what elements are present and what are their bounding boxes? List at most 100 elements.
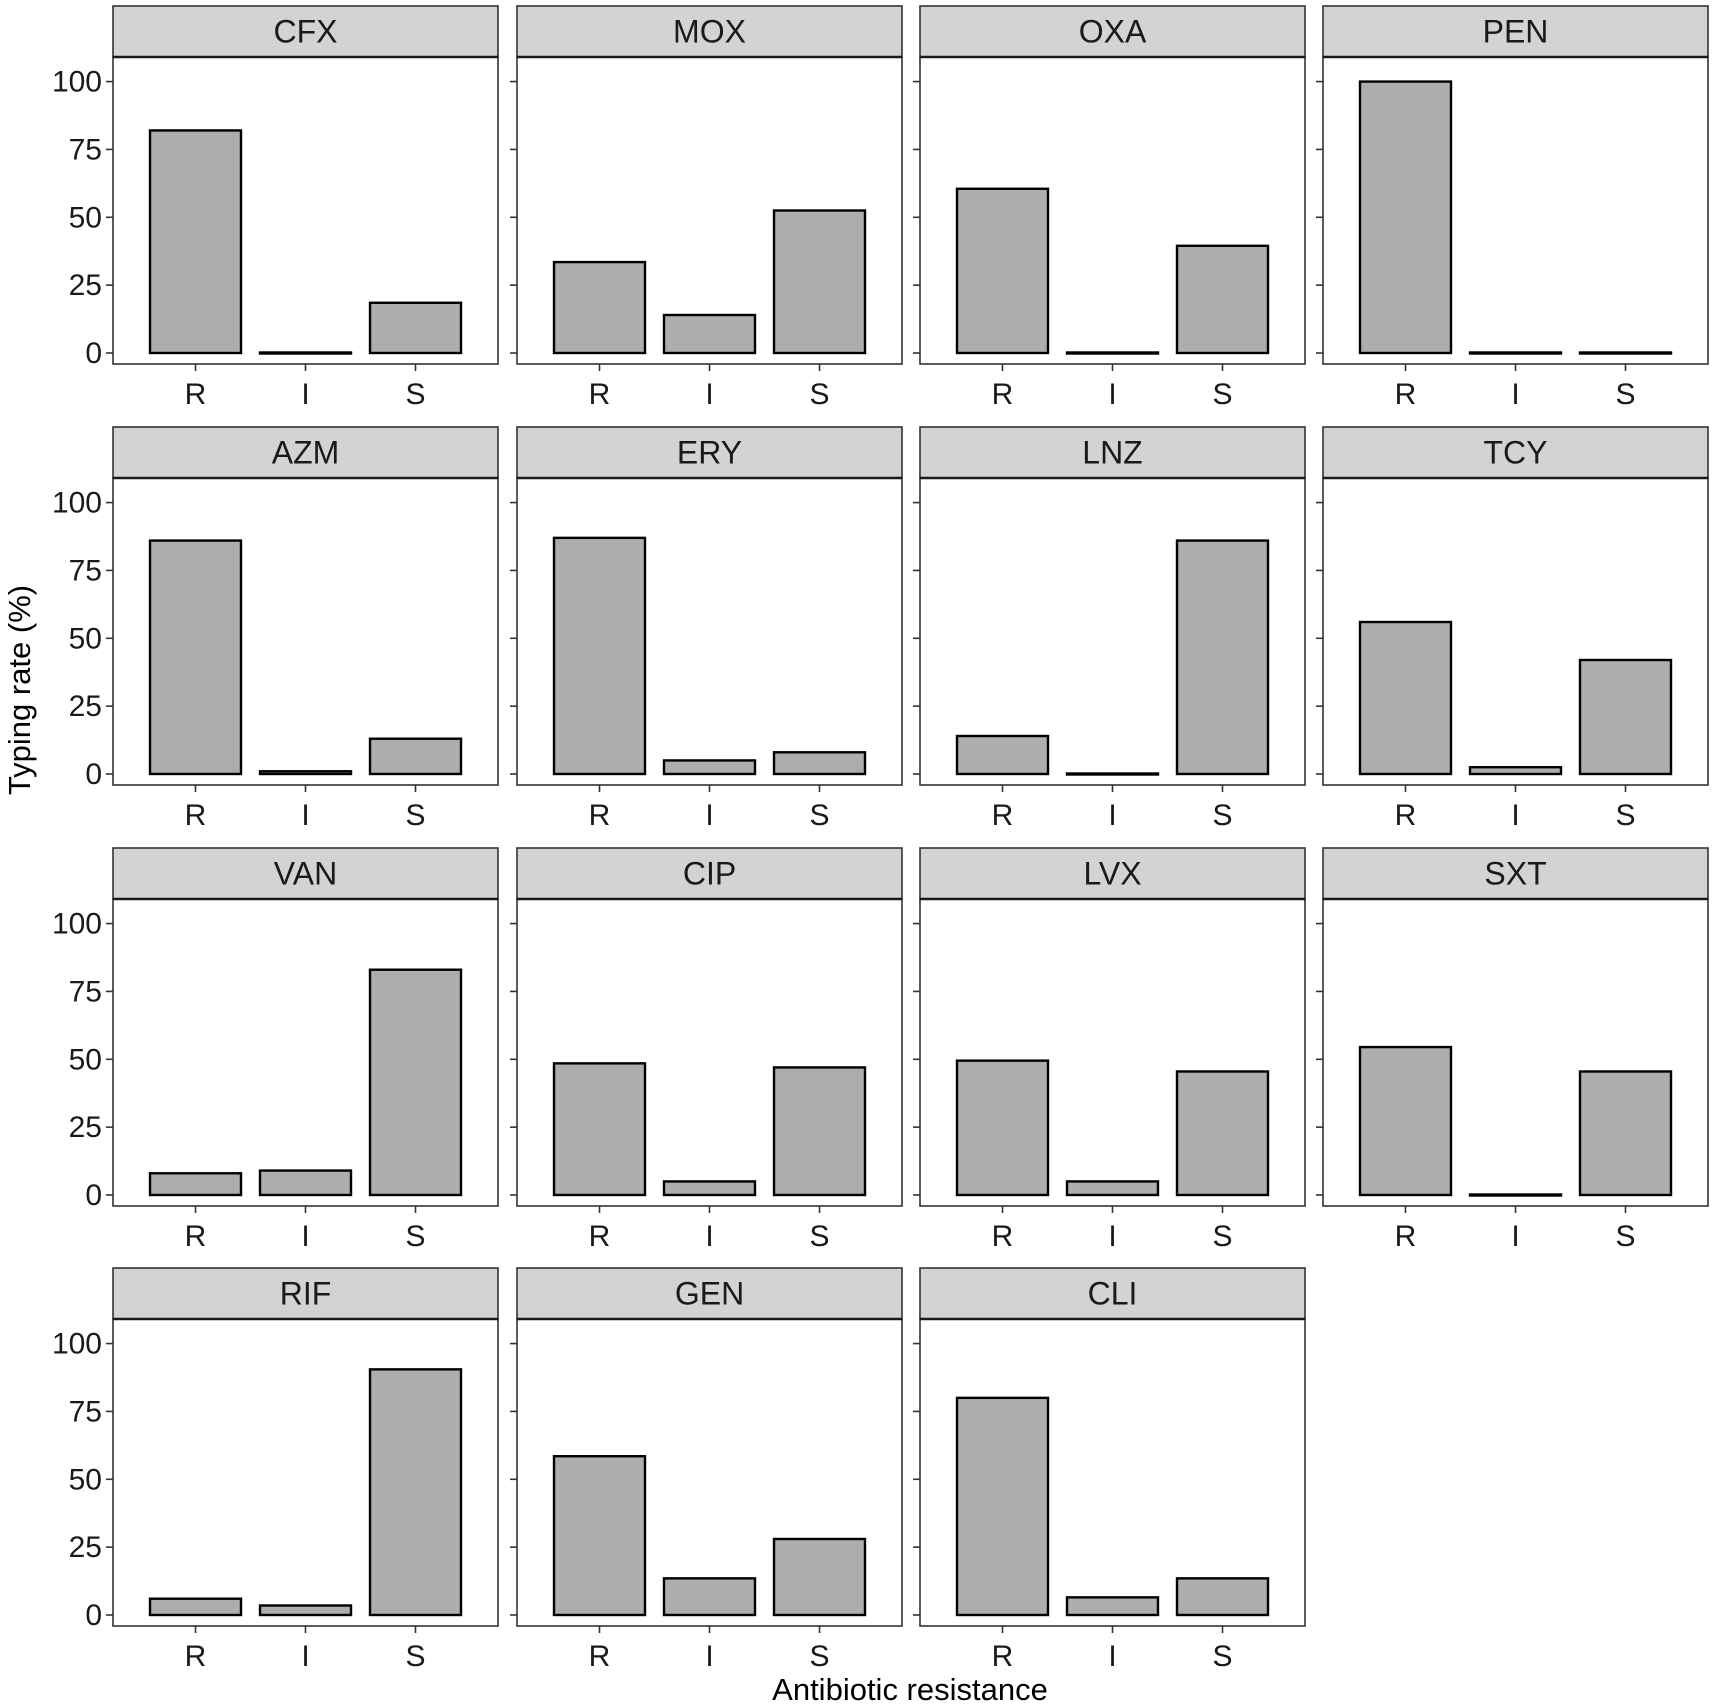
panel-strip (1322, 426, 1709, 479)
x-tick-label: S (1615, 378, 1635, 411)
panel-title: CLI (1088, 1276, 1138, 1312)
panel-strip (112, 847, 499, 900)
y-tick-label: 50 (69, 1043, 102, 1076)
bar-i (662, 313, 757, 355)
bar-r (148, 129, 243, 355)
x-tick-label: S (1212, 378, 1232, 411)
bar-i (662, 1180, 757, 1197)
x-tick-label: I (1511, 378, 1519, 411)
bar-r (552, 536, 647, 776)
y-tick-label: 100 (52, 487, 102, 520)
panel-title: CFX (274, 14, 338, 50)
x-tick-label: S (1615, 1220, 1635, 1253)
x-tick-label: I (1108, 799, 1116, 832)
x-tick-label: S (405, 378, 425, 411)
y-tick-label: 75 (69, 133, 102, 166)
x-tick-label: R (992, 1220, 1014, 1253)
x-tick-label: I (301, 378, 309, 411)
panel-title: ERY (677, 435, 742, 471)
panel-gen: GEN R I S (510, 1267, 903, 1673)
x-tick-label: I (301, 1640, 309, 1673)
y-tick-label: 50 (69, 201, 102, 234)
bar-r (955, 1396, 1050, 1617)
y-tick-label: 25 (69, 269, 102, 302)
panel-strip (516, 1267, 903, 1320)
bar-s (368, 968, 463, 1197)
panel-title: OXA (1079, 14, 1147, 50)
panel-strip (112, 1267, 499, 1320)
panel-strip (112, 426, 499, 479)
bar-i (1065, 1596, 1160, 1617)
bar-s (368, 301, 463, 355)
y-tick-label: 75 (69, 975, 102, 1008)
bar-i (1065, 772, 1160, 776)
x-tick-label: I (1511, 1220, 1519, 1253)
panel-title: LVX (1083, 856, 1141, 892)
bar-s (1175, 244, 1270, 355)
x-tick-label: R (185, 1220, 207, 1253)
panel-title: LNZ (1082, 435, 1142, 471)
bar-i (1468, 766, 1563, 776)
bar-s (772, 751, 867, 776)
x-tick-label: S (809, 378, 829, 411)
panel-strip (1322, 5, 1709, 58)
x-tick-label: R (992, 1640, 1014, 1673)
bar-r (1358, 1045, 1453, 1197)
panel-ery: ERY R I S (510, 426, 903, 832)
panel-van: VAN 0 25 50 75 100 R I S (52, 847, 499, 1253)
bar-r (552, 260, 647, 355)
x-tick-label: S (405, 799, 425, 832)
x-tick-label: S (405, 1220, 425, 1253)
x-tick-label: S (809, 799, 829, 832)
x-tick-label: R (185, 799, 207, 832)
bar-i (258, 1604, 353, 1617)
bar-s (1175, 1577, 1270, 1617)
facet-panels: CFX 0 25 50 75 100 R I S MOX R I S OXA R I S PEN R I S AZM 0 25… (52, 5, 1709, 1673)
bar-r (955, 187, 1050, 355)
x-tick-label: S (1212, 1220, 1232, 1253)
bar-i (258, 770, 353, 776)
x-tick-label: I (1108, 378, 1116, 411)
bar-s (1578, 1070, 1673, 1197)
bar-i (258, 1169, 353, 1197)
x-tick-label: S (809, 1640, 829, 1673)
y-tick-label: 100 (52, 1328, 102, 1361)
bar-i (662, 759, 757, 776)
y-tick-label: 75 (69, 554, 102, 587)
bar-s (368, 737, 463, 776)
x-tick-label: R (992, 378, 1014, 411)
panel-title: SXT (1484, 856, 1546, 892)
y-tick-label: 100 (52, 908, 102, 941)
y-tick-label: 50 (69, 1463, 102, 1496)
bar-r (552, 1062, 647, 1197)
x-tick-label: I (705, 378, 713, 411)
panel-title: MOX (673, 14, 746, 50)
x-tick-label: I (705, 1220, 713, 1253)
panel-title: GEN (675, 1276, 744, 1312)
y-tick-label: 0 (85, 1179, 102, 1212)
bar-i (1468, 1193, 1563, 1197)
bar-s (772, 1066, 867, 1197)
x-tick-label: S (1615, 799, 1635, 832)
bar-r (1358, 80, 1453, 355)
x-tick-label: R (1395, 1220, 1417, 1253)
panel-cfx: CFX 0 25 50 75 100 R I S (52, 5, 499, 411)
y-tick-label: 25 (69, 1531, 102, 1564)
panel-title: PEN (1483, 14, 1549, 50)
panel-lvx: LVX R I S (913, 847, 1306, 1253)
x-tick-label: S (809, 1220, 829, 1253)
x-tick-label: I (1108, 1640, 1116, 1673)
panel-strip (112, 5, 499, 58)
x-axis-title: Antibiotic resistance (772, 1672, 1048, 1705)
bar-r (552, 1455, 647, 1617)
bar-s (1175, 539, 1270, 776)
panel-cip: CIP R I S (510, 847, 903, 1253)
bar-i (662, 1577, 757, 1617)
y-tick-label: 25 (69, 1111, 102, 1144)
bar-r (955, 734, 1050, 776)
panel-title: AZM (272, 435, 340, 471)
panel-lnz: LNZ R I S (913, 426, 1306, 832)
bar-i (1468, 351, 1563, 355)
x-tick-label: R (992, 799, 1014, 832)
